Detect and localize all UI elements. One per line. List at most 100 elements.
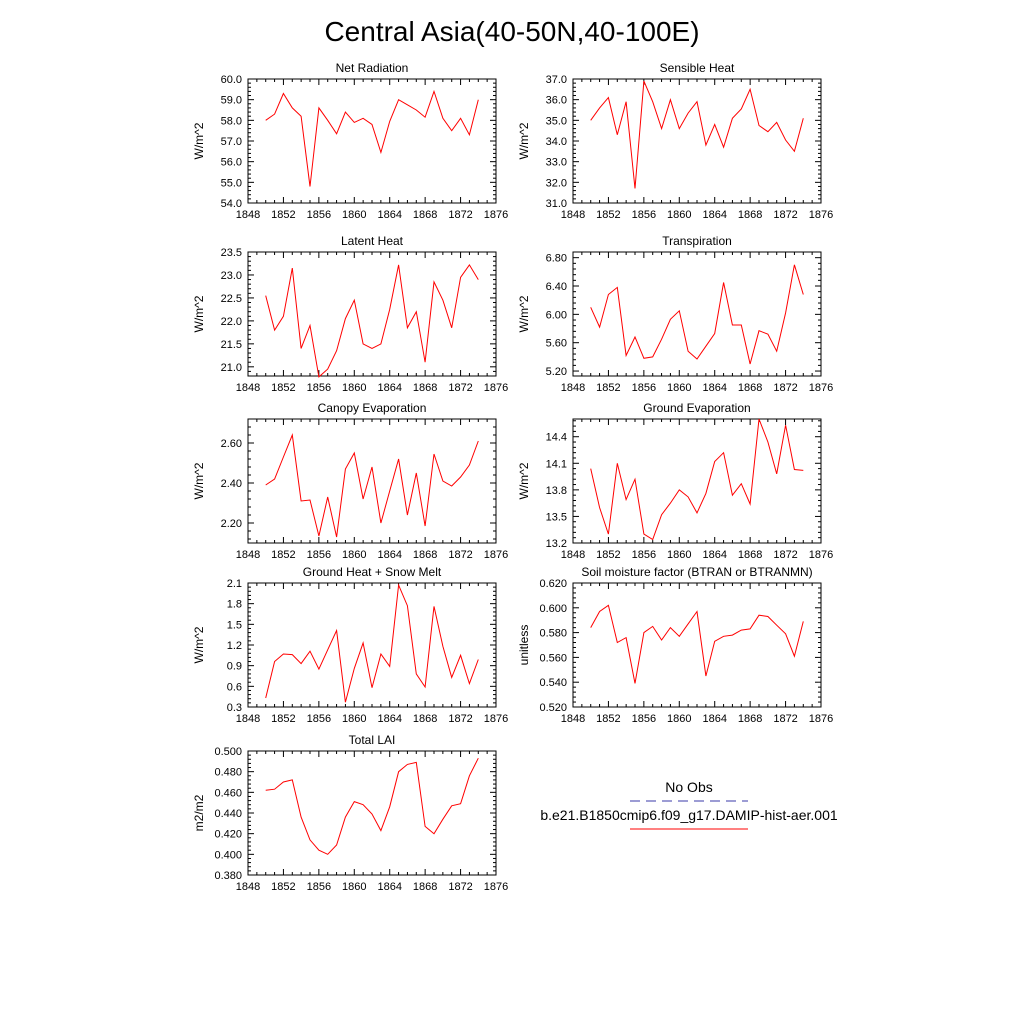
y-tick-label: 57.0 bbox=[221, 136, 242, 148]
x-tick-label: 1864 bbox=[702, 713, 726, 725]
x-tick-label: 1848 bbox=[561, 549, 585, 561]
y-tick-label: 22.5 bbox=[221, 293, 242, 305]
x-tick-label: 1852 bbox=[596, 549, 620, 561]
panel-2: Sensible Heat W/m^2 1848 1852 1856 1860 1864 18… bbox=[517, 61, 833, 221]
x-tick-label: 1872 bbox=[773, 549, 797, 561]
y-tick-label: 2.1 bbox=[227, 578, 242, 590]
x-tick-label: 1872 bbox=[448, 713, 472, 725]
y-tick-label: 0.380 bbox=[214, 870, 242, 882]
panel-title: Total LAI bbox=[349, 733, 396, 747]
x-tick-label: 1872 bbox=[448, 549, 472, 561]
x-tick-label: 1852 bbox=[271, 713, 295, 725]
y-tick-label: 56.0 bbox=[221, 157, 242, 169]
y-tick-label: 0.400 bbox=[214, 849, 242, 861]
x-tick-label: 1868 bbox=[413, 549, 437, 561]
x-tick-label: 1852 bbox=[596, 713, 620, 725]
x-tick-label: 1860 bbox=[342, 209, 366, 221]
x-tick-label: 1860 bbox=[667, 549, 691, 561]
x-tick-label: 1868 bbox=[738, 382, 762, 394]
x-tick-label: 1872 bbox=[773, 713, 797, 725]
y-axis-label: W/m^2 bbox=[192, 626, 206, 663]
y-tick-label: 0.480 bbox=[214, 767, 242, 779]
x-tick-label: 1856 bbox=[632, 713, 656, 725]
x-tick-label: 1848 bbox=[236, 382, 260, 394]
x-tick-label: 1860 bbox=[342, 382, 366, 394]
panel-title: Net Radiation bbox=[336, 61, 409, 75]
panel-5: Canopy Evaporation W/m^2 1848 1852 1856 1860 1… bbox=[192, 401, 508, 561]
y-axis-label: W/m^2 bbox=[192, 462, 206, 499]
y-tick-label: 6.80 bbox=[546, 253, 567, 265]
y-axis-label: W/m^2 bbox=[517, 462, 531, 499]
series-line bbox=[265, 433, 479, 538]
y-tick-label: 0.9 bbox=[227, 661, 242, 673]
x-tick-label: 1856 bbox=[307, 713, 331, 725]
y-tick-label: 23.0 bbox=[221, 270, 242, 282]
x-tick-label: 1864 bbox=[377, 713, 401, 725]
y-tick-label: 0.440 bbox=[214, 808, 242, 820]
y-tick-label: 13.5 bbox=[546, 511, 567, 523]
y-axis-label: unitless bbox=[517, 625, 531, 666]
y-tick-label: 0.3 bbox=[227, 702, 242, 714]
x-tick-label: 1848 bbox=[236, 881, 260, 893]
plot-frame bbox=[247, 582, 497, 708]
x-tick-label: 1848 bbox=[561, 382, 585, 394]
y-tick-label: 37.0 bbox=[546, 74, 567, 86]
x-tick-label: 1852 bbox=[596, 382, 620, 394]
x-tick-label: 1852 bbox=[596, 209, 620, 221]
legend: No Obs b.e21.B1850cmip6.f09_g17.DAMIP-hi… bbox=[540, 779, 838, 830]
x-tick-label: 1868 bbox=[738, 549, 762, 561]
x-tick-label: 1876 bbox=[809, 549, 833, 561]
x-tick-label: 1856 bbox=[632, 209, 656, 221]
x-tick-label: 1856 bbox=[307, 881, 331, 893]
y-tick-label: 54.0 bbox=[221, 198, 242, 210]
series-line bbox=[590, 418, 804, 541]
x-tick-label: 1876 bbox=[809, 713, 833, 725]
panel-title: Sensible Heat bbox=[660, 61, 735, 75]
x-tick-label: 1864 bbox=[377, 382, 401, 394]
plot-frame bbox=[572, 251, 822, 377]
y-tick-label: 13.2 bbox=[546, 538, 567, 550]
x-tick-label: 1872 bbox=[448, 881, 472, 893]
y-axis-label: W/m^2 bbox=[517, 295, 531, 332]
x-tick-label: 1868 bbox=[413, 382, 437, 394]
plot-frame bbox=[572, 582, 822, 708]
y-tick-label: 21.5 bbox=[221, 339, 242, 351]
x-tick-label: 1876 bbox=[484, 209, 508, 221]
series-line bbox=[590, 80, 804, 189]
y-tick-label: 0.580 bbox=[539, 628, 567, 640]
x-tick-label: 1852 bbox=[271, 382, 295, 394]
y-tick-label: 35.0 bbox=[546, 115, 567, 127]
y-tick-label: 23.5 bbox=[221, 247, 242, 259]
panel-8: Soil moisture factor (BTRAN or BTRANMN) u… bbox=[517, 565, 833, 725]
y-tick-label: 5.20 bbox=[546, 366, 567, 378]
x-tick-label: 1848 bbox=[236, 549, 260, 561]
x-tick-label: 1852 bbox=[271, 209, 295, 221]
panel-7: Ground Heat + Snow Melt W/m^2 1848 1852 1856… bbox=[192, 565, 508, 725]
x-tick-label: 1868 bbox=[738, 209, 762, 221]
y-tick-label: 33.0 bbox=[546, 157, 567, 169]
y-tick-label: 1.2 bbox=[227, 640, 242, 652]
x-tick-label: 1868 bbox=[738, 713, 762, 725]
panels: Net Radiation W/m^2 1848 1852 1856 1860 1864 18… bbox=[192, 61, 833, 893]
plot-frame bbox=[247, 750, 497, 876]
x-tick-label: 1856 bbox=[632, 382, 656, 394]
x-tick-label: 1876 bbox=[484, 382, 508, 394]
y-tick-label: 0.600 bbox=[539, 603, 567, 615]
y-tick-label: 0.420 bbox=[214, 829, 242, 841]
y-tick-label: 60.0 bbox=[221, 74, 242, 86]
y-tick-label: 6.40 bbox=[546, 281, 567, 293]
x-tick-label: 1864 bbox=[377, 881, 401, 893]
x-tick-label: 1860 bbox=[342, 713, 366, 725]
x-tick-label: 1872 bbox=[773, 209, 797, 221]
y-tick-label: 32.0 bbox=[546, 177, 567, 189]
series-line bbox=[590, 264, 804, 365]
x-tick-label: 1852 bbox=[271, 549, 295, 561]
panel-title: Transpiration bbox=[662, 234, 732, 248]
y-tick-label: 0.620 bbox=[539, 578, 567, 590]
y-tick-label: 0.500 bbox=[214, 746, 242, 758]
panel-title: Soil moisture factor (BTRAN or BTRANMN) bbox=[581, 565, 812, 579]
y-tick-label: 55.0 bbox=[221, 177, 242, 189]
panel-title: Ground Evaporation bbox=[643, 401, 750, 415]
y-tick-label: 34.0 bbox=[546, 136, 567, 148]
x-tick-label: 1868 bbox=[413, 881, 437, 893]
